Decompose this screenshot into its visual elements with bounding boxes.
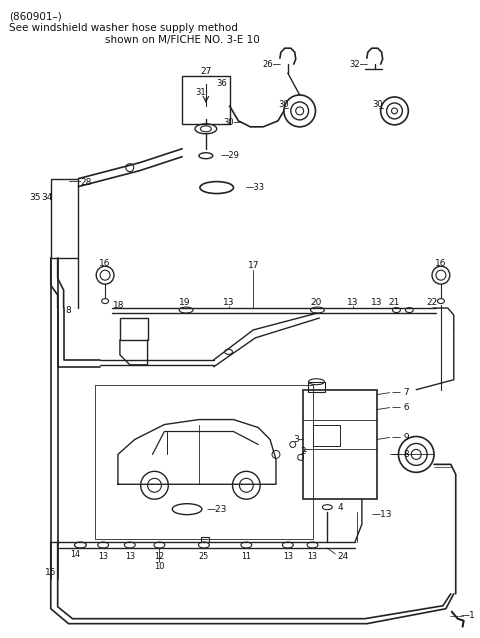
Text: 16: 16 bbox=[99, 259, 111, 268]
Text: — 7: — 7 bbox=[392, 388, 409, 397]
Text: 31: 31 bbox=[195, 89, 205, 98]
Bar bbox=[312, 424, 340, 447]
Text: — 8: — 8 bbox=[392, 450, 409, 459]
Text: 20: 20 bbox=[311, 297, 322, 307]
Text: 8: 8 bbox=[66, 306, 72, 315]
Text: 18: 18 bbox=[113, 300, 124, 309]
Text: 21: 21 bbox=[389, 297, 400, 307]
Bar bbox=[302, 390, 377, 499]
Text: 13: 13 bbox=[347, 297, 359, 307]
Text: 34: 34 bbox=[41, 193, 52, 202]
Text: 24: 24 bbox=[337, 553, 348, 561]
Text: —33: —33 bbox=[245, 183, 264, 192]
Text: —13: —13 bbox=[372, 510, 392, 519]
Text: 36: 36 bbox=[216, 78, 228, 87]
Text: 13: 13 bbox=[371, 297, 383, 307]
Text: shown on M/FICHE NO. 3-E 10: shown on M/FICHE NO. 3-E 10 bbox=[105, 35, 260, 45]
Text: 2: 2 bbox=[300, 447, 306, 456]
Text: 30—: 30— bbox=[224, 119, 242, 128]
Text: 25: 25 bbox=[199, 553, 209, 561]
Text: 27: 27 bbox=[200, 66, 212, 75]
Text: 13: 13 bbox=[223, 297, 234, 307]
Bar bbox=[182, 76, 229, 124]
Text: 26—: 26— bbox=[262, 59, 281, 69]
Text: 22: 22 bbox=[426, 297, 437, 307]
Text: See windshield washer hose supply method: See windshield washer hose supply method bbox=[9, 24, 238, 33]
Text: 17: 17 bbox=[248, 261, 259, 270]
Text: 10: 10 bbox=[154, 563, 165, 572]
Text: —1: —1 bbox=[461, 611, 475, 620]
Text: 3: 3 bbox=[294, 435, 300, 444]
Bar bbox=[120, 318, 147, 340]
Text: (860901–): (860901–) bbox=[9, 11, 62, 21]
Text: —23: —23 bbox=[207, 505, 227, 514]
Text: 16: 16 bbox=[435, 259, 447, 268]
Text: — 6: — 6 bbox=[392, 403, 409, 412]
Text: —29: —29 bbox=[221, 151, 240, 160]
Text: 13: 13 bbox=[125, 553, 135, 561]
Text: 4: 4 bbox=[337, 503, 343, 512]
Text: 13: 13 bbox=[283, 553, 293, 561]
Text: 13: 13 bbox=[98, 553, 108, 561]
Bar bbox=[51, 179, 78, 258]
Bar bbox=[308, 382, 325, 392]
Text: 30: 30 bbox=[373, 100, 384, 110]
Text: 30: 30 bbox=[278, 100, 288, 110]
Text: 32—: 32— bbox=[349, 59, 368, 69]
Text: — 9: — 9 bbox=[392, 433, 409, 442]
Text: 28: 28 bbox=[81, 178, 92, 187]
Text: 14: 14 bbox=[71, 551, 81, 560]
Text: 19: 19 bbox=[179, 297, 191, 307]
Text: 11: 11 bbox=[241, 553, 252, 561]
Bar bbox=[95, 385, 312, 539]
Text: 12: 12 bbox=[155, 553, 165, 561]
Text: 13: 13 bbox=[308, 553, 317, 561]
Text: 15: 15 bbox=[45, 568, 57, 577]
Text: 35: 35 bbox=[29, 193, 40, 202]
